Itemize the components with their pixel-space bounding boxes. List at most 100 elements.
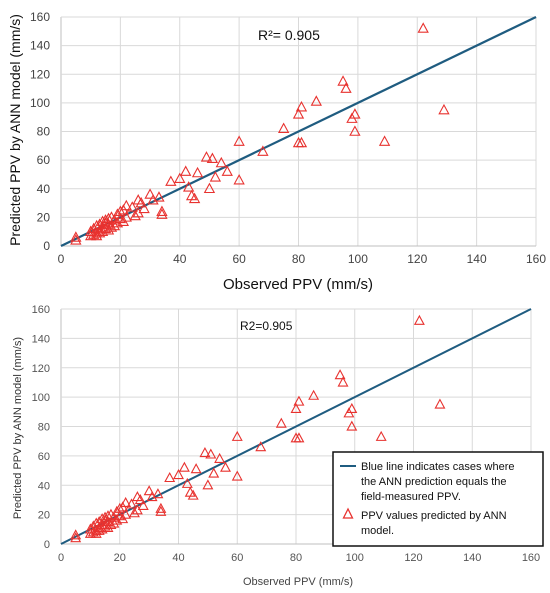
chart-bottom-point (220, 461, 231, 472)
chart-bottom-x-tick-100: 100 (346, 552, 364, 564)
chart-bottom-y-tick-60: 60 (38, 451, 50, 463)
chart-top-point (417, 22, 429, 33)
chart-top-r2-annotation: R²= 0.905 (258, 27, 320, 43)
chart-top-y-tick-80: 80 (37, 125, 51, 139)
chart-top-point (209, 171, 222, 182)
chart-bottom-point (205, 448, 217, 459)
chart-bottom-point (187, 489, 199, 500)
chart-bottom-ticks: 0 20 40 60 80 100 120 140 160 0 20 40 60 80 100 120 140 1… (32, 304, 541, 564)
chart-bottom-x-tick-60: 60 (231, 552, 243, 564)
chart-top-reference-line (60, 16, 537, 247)
chart-top-x-tick-40: 40 (173, 252, 187, 266)
chart-bottom-point (308, 389, 320, 400)
chart-bottom-x-tick-140: 140 (463, 552, 481, 564)
chart-bottom-point (134, 493, 146, 505)
legend-marker-text-1: PPV values predicted by ANN (361, 510, 507, 522)
chart-bottom-point (375, 430, 387, 441)
chart-top-point (206, 152, 219, 163)
chart-top-point (135, 196, 147, 208)
chart-top-point (182, 181, 195, 192)
chart-top-point (292, 108, 305, 119)
chart-top-point (120, 199, 132, 211)
chart-bottom-y-tick-140: 140 (32, 333, 50, 345)
chart-bottom-point (413, 314, 425, 325)
chart-top-point (349, 125, 361, 136)
chart-top-y-tick-40: 40 (37, 182, 51, 196)
chart-top-y-tick-0: 0 (43, 239, 50, 253)
chart-bottom-points (70, 314, 446, 543)
chart-bottom-y-tick-160: 160 (32, 304, 50, 316)
chart-top-point (129, 209, 141, 221)
chart-bottom-point (70, 529, 82, 540)
chart-bottom-point (434, 398, 446, 409)
chart-bottom-point (137, 499, 149, 510)
chart-bottom-point (155, 502, 167, 513)
chart-top-point (188, 192, 201, 204)
chart-top-x-tick-100: 100 (348, 252, 368, 266)
chart-bottom-point (293, 395, 305, 406)
chart-bottom-point (214, 452, 226, 463)
chart-bottom-x-tick-80: 80 (290, 552, 302, 564)
legend-line-text-1: Blue line indicates cases where (361, 461, 514, 473)
chart-bottom-point (346, 402, 358, 414)
chart-bottom-point (181, 477, 193, 488)
chart-bottom-point (190, 463, 202, 474)
chart-top: 0 20 40 60 80 100 120 140 160 0 20 40 60 80 100 120 140 1… (7, 10, 546, 293)
chart-bottom-y-tick-120: 120 (32, 363, 50, 375)
chart-top-point (378, 135, 391, 146)
chart-top-point (120, 211, 132, 222)
chart-top-point (295, 136, 308, 148)
chart-top-y-tick-20: 20 (37, 210, 51, 224)
chart-top-point (70, 231, 82, 242)
chart-top-y-tick-60: 60 (37, 153, 51, 167)
chart-bottom-x-tick-160: 160 (522, 552, 540, 564)
chart-top-x-tick-160: 160 (526, 252, 546, 266)
chart-top-point (340, 82, 352, 93)
legend-marker-swatch (342, 507, 354, 519)
chart-top-y-tick-140: 140 (30, 39, 50, 53)
chart-bottom-x-tick-0: 0 (58, 552, 64, 564)
chart-bottom-point (173, 469, 184, 480)
chart-bottom-point (255, 441, 267, 452)
chart-top-point (126, 201, 138, 212)
chart-top-point (108, 219, 121, 231)
chart-top-y-tick-120: 120 (30, 67, 50, 81)
chart-top-point (102, 212, 115, 224)
chart-bottom: 0 20 40 60 80 100 120 140 160 0 20 40 60 80 100 120 140 1… (12, 304, 544, 588)
chart-top-point (156, 205, 168, 216)
chart-bottom-point (126, 498, 137, 509)
chart-bottom-point (152, 488, 164, 499)
chart-top-point (310, 95, 322, 106)
chart-top-x-tick-0: 0 (58, 252, 65, 266)
chart-bottom-y-axis-label: Predicted PPV by ANN model (mm/s) (12, 337, 24, 519)
chart-bottom-point (293, 432, 305, 443)
chart-bottom-point (231, 430, 243, 441)
chart-top-point (180, 165, 192, 176)
chart-bottom-point (290, 402, 302, 414)
chart-bottom-point (178, 461, 190, 472)
chart-top-point (337, 75, 349, 86)
chart-top-x-tick-120: 120 (407, 252, 427, 266)
chart-top-point (153, 191, 165, 202)
chart-bottom-point (275, 417, 287, 428)
chart-top-y-tick-100: 100 (30, 96, 50, 110)
chart-top-ticks: 0 20 40 60 80 100 120 140 160 0 20 40 60 80 100 120 140 1… (30, 10, 546, 266)
chart-bottom-point (164, 471, 176, 483)
chart-top-point (257, 145, 269, 156)
legend-line-text-3: field-measured PPV. (361, 491, 461, 503)
chart-bottom-point (346, 420, 358, 431)
chart-top-x-tick-20: 20 (114, 252, 128, 266)
chart-bottom-x-tick-120: 120 (404, 552, 422, 564)
chart-bottom-x-tick-40: 40 (172, 552, 184, 564)
chart-top-point (349, 108, 361, 119)
chart-bottom-point (120, 508, 132, 519)
chart-top-point (200, 151, 213, 162)
chart-top-x-tick-80: 80 (292, 252, 306, 266)
chart-bottom-r2-annotation: R2=0.905 (240, 319, 293, 333)
chart-bottom-point (120, 496, 132, 508)
chart-top-x-tick-60: 60 (232, 252, 246, 266)
chart-bottom-x-tick-20: 20 (114, 552, 126, 564)
chart-top-points (70, 22, 450, 245)
chart-top-point (174, 172, 186, 184)
